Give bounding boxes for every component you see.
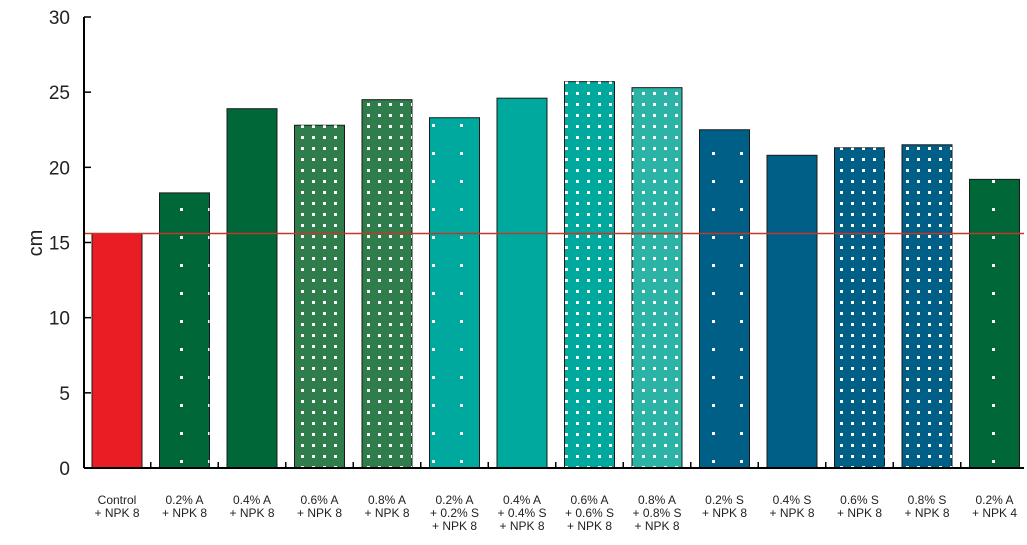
x-tick-label: 0.2% A + 0.2% S + NPK 8: [430, 493, 479, 533]
y-tick-label: 10: [49, 309, 70, 330]
x-tick-label-line: 0.2% S: [705, 493, 744, 507]
bar: [226, 108, 278, 469]
bar-group: [901, 144, 953, 469]
x-tick-label-line: 0.4% A: [503, 493, 541, 507]
bar-pattern: [159, 192, 210, 468]
bar-pattern: [902, 144, 952, 469]
bar-group: [564, 81, 615, 469]
x-tick-label-line: + NPK 8: [567, 519, 612, 533]
bar: [766, 154, 818, 469]
bar-group: [834, 147, 885, 469]
bar-pattern: [294, 125, 345, 469]
bar-pattern: [429, 117, 480, 469]
bar-group: [631, 87, 683, 469]
x-tick-label-line: + NPK 8: [94, 506, 139, 520]
x-tick-label-line: Control: [98, 493, 137, 507]
axes-layer: [83, 16, 1024, 469]
bar-group: [429, 117, 480, 469]
x-tick-label-line: + NPK 8: [904, 506, 949, 520]
x-tick-label-line: + 0.6% S: [565, 506, 614, 520]
y-tick-label: 30: [49, 8, 70, 29]
bar-group: [699, 129, 750, 469]
x-tick-label-line: + NPK 8: [364, 506, 409, 520]
y-tick-label: 5: [59, 384, 70, 405]
x-tick-label: 0.2% A + NPK 4: [972, 493, 1017, 520]
x-tick-label-line: 0.6% A: [300, 493, 338, 507]
bar-group: [969, 178, 1020, 469]
x-tick-label-line: 0.2% A: [165, 493, 203, 507]
x-tick-label-line: + NPK 8: [499, 519, 544, 533]
x-tick-label-line: 0.6% A: [570, 493, 608, 507]
x-tick-label: 0.8% S + NPK 8: [904, 493, 949, 520]
y-axis-label: cm: [25, 230, 47, 257]
x-tick-label-line: + NPK 4: [972, 506, 1017, 520]
x-tick-label: Control + NPK 8: [94, 493, 139, 520]
bar-group: [159, 192, 210, 469]
bar-pattern: [632, 87, 682, 468]
bar-group: [766, 154, 818, 469]
x-tick-label-line: + NPK 8: [837, 506, 882, 520]
x-tick-label-line: + NPK 8: [634, 519, 679, 533]
x-tick-label-line: + NPK 8: [229, 506, 274, 520]
x-tick-label-line: + 0.8% S: [632, 506, 681, 520]
x-tick-label-line: 0.2% A: [435, 493, 473, 507]
bar-group: [294, 124, 345, 469]
x-tick-label-line: 0.8% A: [638, 493, 676, 507]
x-tick-label: 0.8% A + NPK 8: [364, 493, 409, 520]
y-tick-label: 0: [59, 459, 70, 480]
y-tick-label: 20: [49, 158, 70, 179]
x-tick-label-line: + NPK 8: [432, 519, 477, 533]
bar-pattern: [564, 81, 615, 468]
x-tick-label: 0.2% A + NPK 8: [162, 493, 207, 520]
bar: [91, 232, 143, 469]
x-tick-label: 0.6% A + NPK 8: [297, 493, 342, 520]
x-tick-label: 0.6% S + NPK 8: [837, 493, 882, 520]
x-tick-label-line: 0.2% A: [975, 493, 1013, 507]
bar-group: [226, 108, 278, 469]
x-tick-label: 0.8% A + 0.8% S + NPK 8: [632, 493, 681, 533]
x-tick-label-line: + NPK 8: [702, 506, 747, 520]
x-tick-label-line: + NPK 8: [297, 506, 342, 520]
x-tick-label-line: 0.4% S: [773, 493, 812, 507]
x-tick-label: 0.4% A + NPK 8: [229, 493, 274, 520]
bar-group: [496, 97, 548, 469]
x-tick-label: 0.6% A + 0.6% S + NPK 8: [565, 493, 614, 533]
bar-group: [361, 99, 413, 469]
x-tick-label-line: + NPK 8: [162, 506, 207, 520]
x-tick-label-line: 0.8% A: [368, 493, 406, 507]
bar-pattern: [969, 179, 1020, 469]
x-tick-label-line: + 0.2% S: [430, 506, 479, 520]
bar: [496, 97, 548, 469]
bar-pattern: [699, 129, 750, 468]
x-tick-label-line: + NPK 8: [769, 506, 814, 520]
x-tick-label-line: 0.8% S: [908, 493, 947, 507]
x-tick-label: 0.4% S + NPK 8: [769, 493, 814, 520]
x-tick-label-line: 0.4% A: [233, 493, 271, 507]
bar-pattern: [834, 147, 885, 469]
bars-layer: [91, 81, 1020, 469]
bar-group: [91, 232, 143, 469]
x-tick-label-line: + 0.4% S: [497, 506, 546, 520]
bar-pattern: [362, 99, 412, 468]
y-tick-label: 15: [49, 234, 70, 255]
x-tick-label: 0.4% A + 0.4% S + NPK 8: [497, 493, 546, 533]
y-tick-label: 25: [49, 83, 70, 104]
x-tick-label: 0.2% S + NPK 8: [702, 493, 747, 520]
x-tick-label-line: 0.6% S: [840, 493, 879, 507]
